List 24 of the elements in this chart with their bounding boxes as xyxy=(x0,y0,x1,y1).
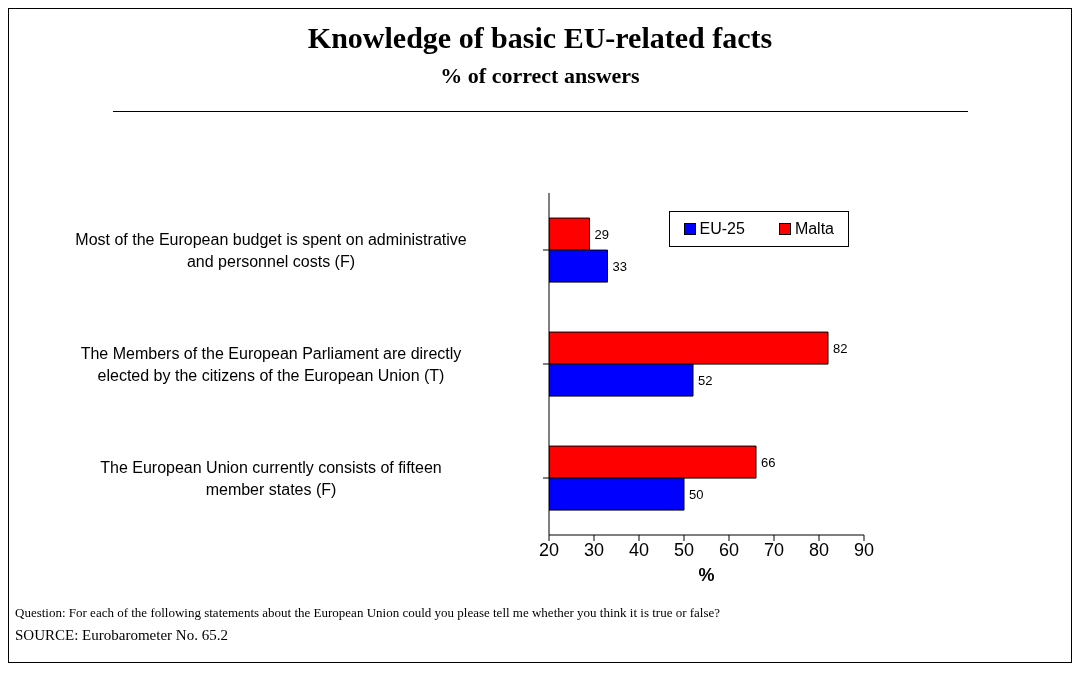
x-tick-label: 80 xyxy=(808,539,830,560)
x-tick-label: 40 xyxy=(628,539,650,560)
chart-title: Knowledge of basic EU-related facts xyxy=(306,21,774,55)
data-label: 50 xyxy=(689,486,704,502)
x-tick-label: 50 xyxy=(673,539,695,560)
x-tick-label: 70 xyxy=(763,539,785,560)
data-label: 33 xyxy=(612,258,627,274)
legend-label: EU-25 xyxy=(698,220,745,238)
x-tick-label: 90 xyxy=(853,539,875,560)
y-tick-label: The European Union currently consists of fifteen member states (F) xyxy=(100,459,442,498)
y-tick-label: Most of the European budget is spent on administrative and personnel costs (F) xyxy=(75,231,467,270)
y-tick-label: The Members of the European Parliament are directly elected by the citizens of the European Union (T) xyxy=(80,345,462,384)
data-label: 82 xyxy=(833,340,848,356)
data-label: 66 xyxy=(761,454,776,470)
x-tick-label: 30 xyxy=(583,539,605,560)
x-axis-title: % xyxy=(698,565,715,585)
source-note: SOURCE: Eurobarometer No. 65.2 xyxy=(15,627,229,644)
data-label: 52 xyxy=(698,372,713,388)
chart-subtitle: % of correct answers xyxy=(439,63,641,89)
text: Question: For each of the following statements about the European Union could you please tell me whether you think it is true or false? xyxy=(15,605,721,621)
data-label: 29 xyxy=(594,226,609,242)
x-tick-label: 20 xyxy=(538,539,560,560)
legend-label: Malta xyxy=(793,220,834,238)
x-tick-label: 60 xyxy=(718,539,740,560)
